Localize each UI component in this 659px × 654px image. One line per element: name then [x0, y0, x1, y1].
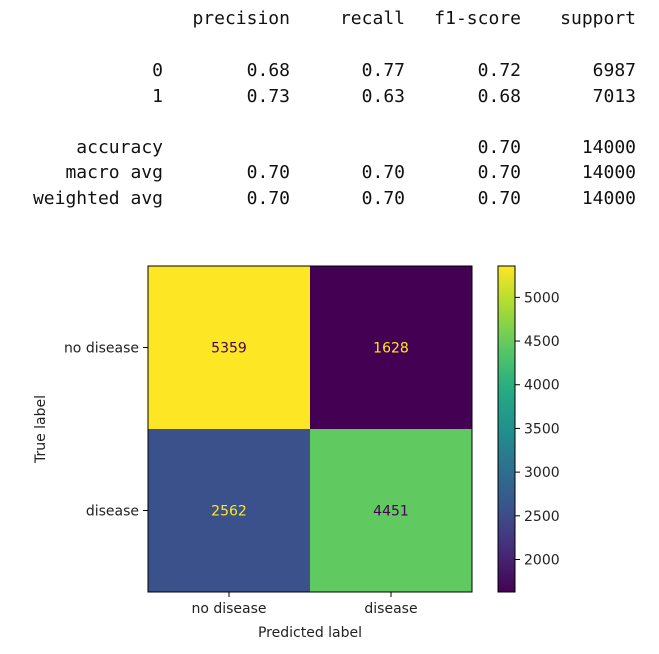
report-cell-support: 14000 — [581, 162, 636, 183]
colorbar-tick-label: 2500 — [524, 509, 560, 525]
report-cell-f1: 0.70 — [477, 188, 521, 209]
report-cell-precision: 0.70 — [246, 162, 290, 183]
report-cell-precision: 0.70 — [246, 188, 290, 209]
heatmap-cell — [310, 266, 472, 429]
report-cell-recall: 0.70 — [361, 188, 405, 209]
report-cell-recall: 0.70 — [361, 162, 405, 183]
colorbar-tick-label: 5000 — [524, 290, 560, 306]
report-cell-precision: 0.68 — [246, 60, 290, 81]
heatmap-cell — [148, 429, 310, 592]
y-tick-label: disease — [86, 504, 139, 520]
x-tick-label: no disease — [191, 601, 266, 617]
report-header-support: support — [560, 8, 636, 29]
report-row-label: 0 — [152, 60, 163, 81]
report-row-label: weighted avg — [32, 188, 163, 209]
report-header-recall: recall — [339, 8, 405, 29]
report-cell-f1: 0.70 — [477, 137, 521, 158]
report-header-f1-score: f1-score — [434, 8, 521, 29]
report-cell-recall: 0.77 — [361, 60, 405, 81]
report-header-precision: precision — [192, 8, 290, 29]
report-cell-f1: 0.72 — [477, 60, 521, 81]
classification-report: precision recall f1-score support 0 0.68 0.77 0… — [0, 0, 659, 230]
colorbar-tick-label: 3500 — [524, 421, 560, 437]
colorbar-tick-label: 4000 — [524, 378, 560, 394]
colorbar-tick-label: 3000 — [524, 465, 560, 481]
x-tick-label: disease — [364, 601, 417, 617]
heatmap-cell-value: 1628 — [373, 341, 409, 357]
heatmap-cell-value: 2562 — [211, 504, 247, 520]
report-cell-support: 14000 — [581, 188, 636, 209]
heatmap-cell — [148, 266, 310, 429]
colorbar — [497, 265, 516, 593]
report-cell-f1: 0.70 — [477, 162, 521, 183]
plot-frame — [147, 265, 473, 593]
heatmap-cell — [310, 429, 472, 592]
report-row-label: macro avg — [65, 162, 163, 183]
heatmap-cell-value: 4451 — [373, 504, 409, 520]
report-cell-support: 7013 — [592, 86, 636, 107]
report-cell-support: 6987 — [592, 60, 636, 81]
report-cell-f1: 0.68 — [477, 86, 521, 107]
report-cell-support: 14000 — [581, 137, 636, 158]
y-axis-label: True label — [33, 395, 49, 464]
report-cell-precision: 0.73 — [246, 86, 290, 107]
x-axis-label: Predicted label — [258, 625, 362, 641]
colorbar-tick-label: 4500 — [524, 334, 560, 350]
y-tick-label: no disease — [64, 341, 139, 357]
report-row-label: accuracy — [76, 137, 163, 158]
heatmap-cell-value: 5359 — [211, 341, 247, 357]
colorbar-tick-label: 2000 — [524, 552, 560, 568]
report-cell-recall: 0.63 — [361, 86, 405, 107]
report-row-label: 1 — [152, 86, 163, 107]
